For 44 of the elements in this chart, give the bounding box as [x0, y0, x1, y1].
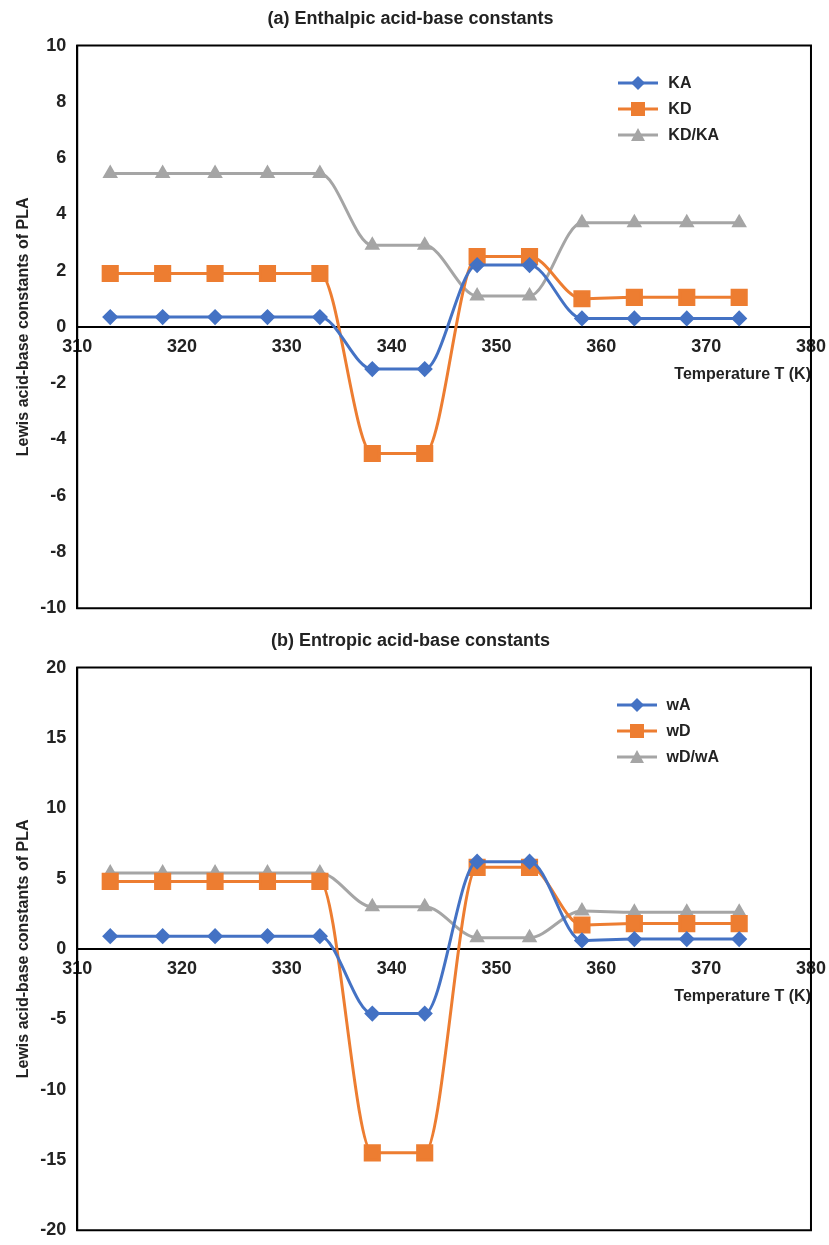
x-tick-label: 330 [271, 335, 302, 356]
legend-label: wA [666, 696, 691, 714]
x-tick-label: 370 [691, 957, 722, 978]
y-tick-label: -15 [40, 1148, 67, 1169]
y-tick-label: 10 [46, 797, 67, 818]
y-tick-label: 15 [46, 726, 67, 747]
y-axis-title: Lewis acid-base constants of PLA [14, 197, 32, 457]
y-tick-label: -10 [40, 597, 67, 618]
legend-label: wD [666, 722, 691, 740]
y-axis-title: Lewis acid-base constants of PLA [14, 819, 32, 1079]
y-tick-label: 6 [56, 147, 67, 168]
y-tick-label: 2 [56, 259, 67, 280]
legend-label: wD/wA [666, 748, 719, 766]
x-axis-title: Temperature T (K) [674, 364, 811, 382]
y-tick-label: -4 [50, 428, 67, 449]
x-tick-label: 320 [167, 957, 198, 978]
y-tick-label: 0 [56, 315, 67, 336]
x-tick-label: 370 [691, 335, 722, 356]
y-tick-label: 0 [56, 937, 67, 958]
y-tick-label: 8 [56, 90, 67, 111]
y-tick-label: 5 [56, 867, 67, 888]
legend-label: KA [668, 74, 692, 92]
y-tick-label: 20 [46, 656, 67, 677]
x-tick-label: 320 [167, 335, 198, 356]
x-tick-label: 330 [271, 957, 302, 978]
legend-label: KD [668, 100, 692, 118]
y-tick-label: -10 [40, 1078, 67, 1099]
x-tick-label: 340 [376, 957, 407, 978]
y-tick-label: -5 [50, 1008, 67, 1029]
chart-title: (a) Enthalpic acid-base constants [267, 7, 554, 28]
y-tick-label: 10 [46, 34, 67, 55]
x-tick-label: 350 [481, 335, 512, 356]
legend-label: KD/KA [668, 126, 719, 144]
y-tick-label: 4 [56, 203, 67, 224]
y-tick-label: -8 [50, 540, 67, 561]
x-tick-label: 360 [586, 957, 617, 978]
x-axis-title: Temperature T (K) [674, 986, 811, 1004]
y-tick-label: -20 [40, 1219, 67, 1240]
x-tick-label: 360 [586, 335, 617, 356]
x-tick-label: 350 [481, 957, 512, 978]
x-tick-label: 340 [376, 335, 407, 356]
y-tick-label: -2 [50, 372, 67, 393]
y-tick-label: -6 [50, 484, 67, 505]
chart-title: (b) Entropic acid-base constants [270, 629, 551, 650]
